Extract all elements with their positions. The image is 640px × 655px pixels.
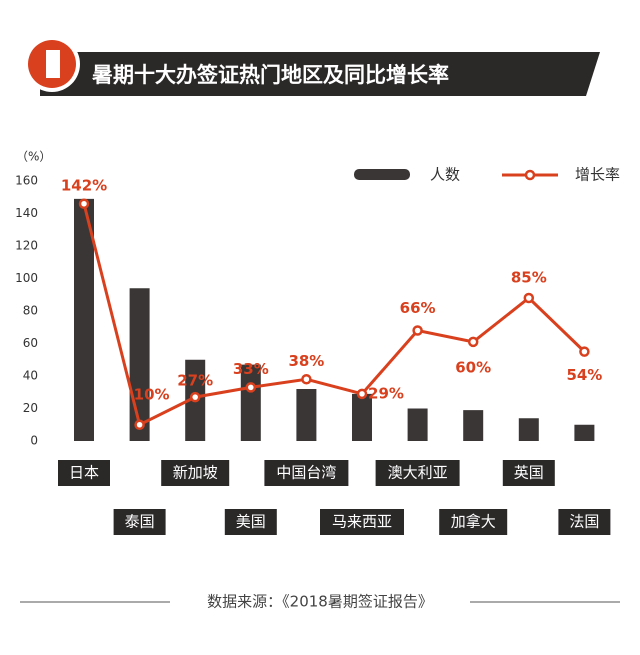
category-box: [113, 509, 166, 535]
x-tick-label: 法国: [569, 513, 599, 531]
line-point: [467, 336, 479, 348]
x-tick-label: 澳大利亚: [388, 464, 448, 482]
y-tick-label: 0: [30, 434, 38, 448]
data-label: 54%: [566, 366, 602, 384]
line-point: [523, 292, 535, 304]
x-tick-label: 泰国: [125, 513, 155, 531]
bar: [463, 410, 484, 441]
category-box: [58, 460, 110, 486]
category-box: [439, 509, 508, 535]
line-point: [356, 388, 368, 400]
category-box: [224, 509, 277, 535]
data-label: 27%: [177, 372, 213, 390]
line-point: [78, 198, 90, 209]
legend-dot: [524, 169, 536, 181]
legend-bar: [354, 169, 410, 180]
y-tick-label: 20: [23, 401, 38, 415]
x-tick-label: 英国: [514, 464, 544, 482]
logo-mark: [46, 50, 60, 78]
x-tick-label: 日本: [69, 464, 99, 482]
data-label: 85%: [511, 269, 547, 287]
data-label: 38%: [288, 352, 324, 370]
data-label: 60%: [455, 358, 491, 376]
chart-title: 暑期十大办签证热门地区及同比增长率: [92, 63, 449, 87]
category-box: [320, 509, 404, 535]
category-box: [558, 509, 611, 535]
line-point: [245, 382, 257, 393]
line-point: [579, 346, 590, 357]
category-box: [502, 460, 555, 486]
bar: [74, 198, 94, 441]
y-tick-label: 60: [23, 336, 38, 350]
line-point: [412, 325, 423, 336]
bar: [518, 418, 539, 441]
line-point: [189, 391, 201, 403]
line-point: [301, 374, 312, 385]
x-tick-label: 美国: [236, 513, 266, 531]
legend-label: 增长率: [575, 166, 620, 184]
legend-label: 人数: [430, 166, 460, 184]
x-tick-label: 新加坡: [173, 464, 218, 482]
title-banner: [40, 52, 600, 96]
x-tick-label: 马来西亚: [332, 513, 392, 531]
y-tick-label: 160: [15, 174, 38, 188]
x-tick-label: 加拿大: [451, 513, 496, 531]
source: 数据来源：《2018暑期签证报告》: [207, 593, 433, 611]
data-label: 10%: [134, 385, 170, 403]
data-label: 142%: [61, 176, 107, 194]
y-tick-label: 140: [15, 206, 38, 220]
line: [82, 203, 586, 427]
bar: [240, 364, 261, 441]
bar: [129, 288, 150, 441]
data-label: 29%: [368, 384, 404, 402]
bar: [296, 389, 317, 441]
bar: [574, 424, 595, 441]
x-tick-label: 中国台湾: [276, 464, 336, 482]
data-label: 66%: [400, 299, 436, 317]
y-tick-label: 80: [23, 304, 38, 318]
category-box: [264, 460, 349, 486]
y-tick-label: 40: [23, 369, 38, 383]
category-box: [161, 460, 230, 486]
data-label: 33%: [233, 360, 269, 378]
category-box: [375, 460, 460, 486]
bar: [352, 393, 372, 441]
bar: [407, 408, 428, 441]
line-point: [134, 419, 145, 430]
y-tick-label: 100: [15, 271, 38, 285]
y-tick-label: 120: [15, 239, 38, 253]
y-unit: （%）: [16, 150, 51, 164]
